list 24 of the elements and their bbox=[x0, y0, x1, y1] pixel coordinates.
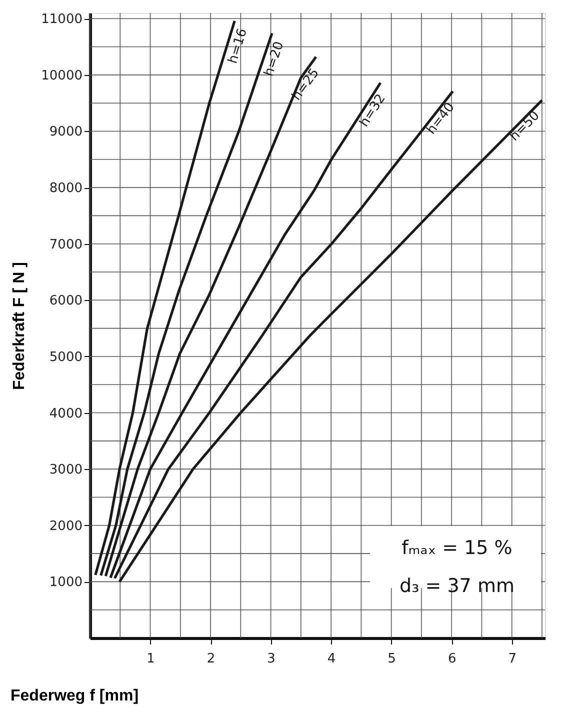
y-tick-label: 7000 bbox=[49, 237, 82, 252]
y-tick-label: 5000 bbox=[49, 350, 82, 365]
annotation: d₃ = 37 mm bbox=[400, 575, 514, 597]
y-tick-label: 6000 bbox=[49, 294, 82, 309]
x-tick-label: 3 bbox=[267, 652, 276, 666]
y-tick-label: 4000 bbox=[49, 406, 82, 422]
y-tick-label: 9000 bbox=[49, 124, 82, 140]
text: h=16 bbox=[226, 26, 250, 66]
x-axis-title: Federweg f [mm] bbox=[10, 688, 139, 704]
y-tick-label: 1000 bbox=[49, 575, 82, 590]
y-tick-label: 10000 bbox=[41, 68, 82, 84]
x-tick-label: 1 bbox=[146, 652, 155, 666]
y-tick-label: 8000 bbox=[49, 181, 82, 196]
y-tick-label: 11000 bbox=[41, 12, 82, 28]
x-tick-label: 5 bbox=[388, 652, 396, 666]
y-tick-label: 2000 bbox=[49, 518, 82, 534]
annotation: fₘₐₓ = 15 % bbox=[402, 537, 512, 559]
text: h=20 bbox=[262, 40, 288, 78]
x-tick-label: 2 bbox=[206, 652, 216, 666]
y-axis-title: Federkraft F [ N ] bbox=[11, 262, 28, 390]
x-tick-label: 4 bbox=[327, 652, 336, 666]
x-tick-label: 6 bbox=[448, 652, 456, 666]
y-tick-label: 3000 bbox=[49, 462, 82, 478]
x-tick-label: 7 bbox=[508, 652, 516, 666]
